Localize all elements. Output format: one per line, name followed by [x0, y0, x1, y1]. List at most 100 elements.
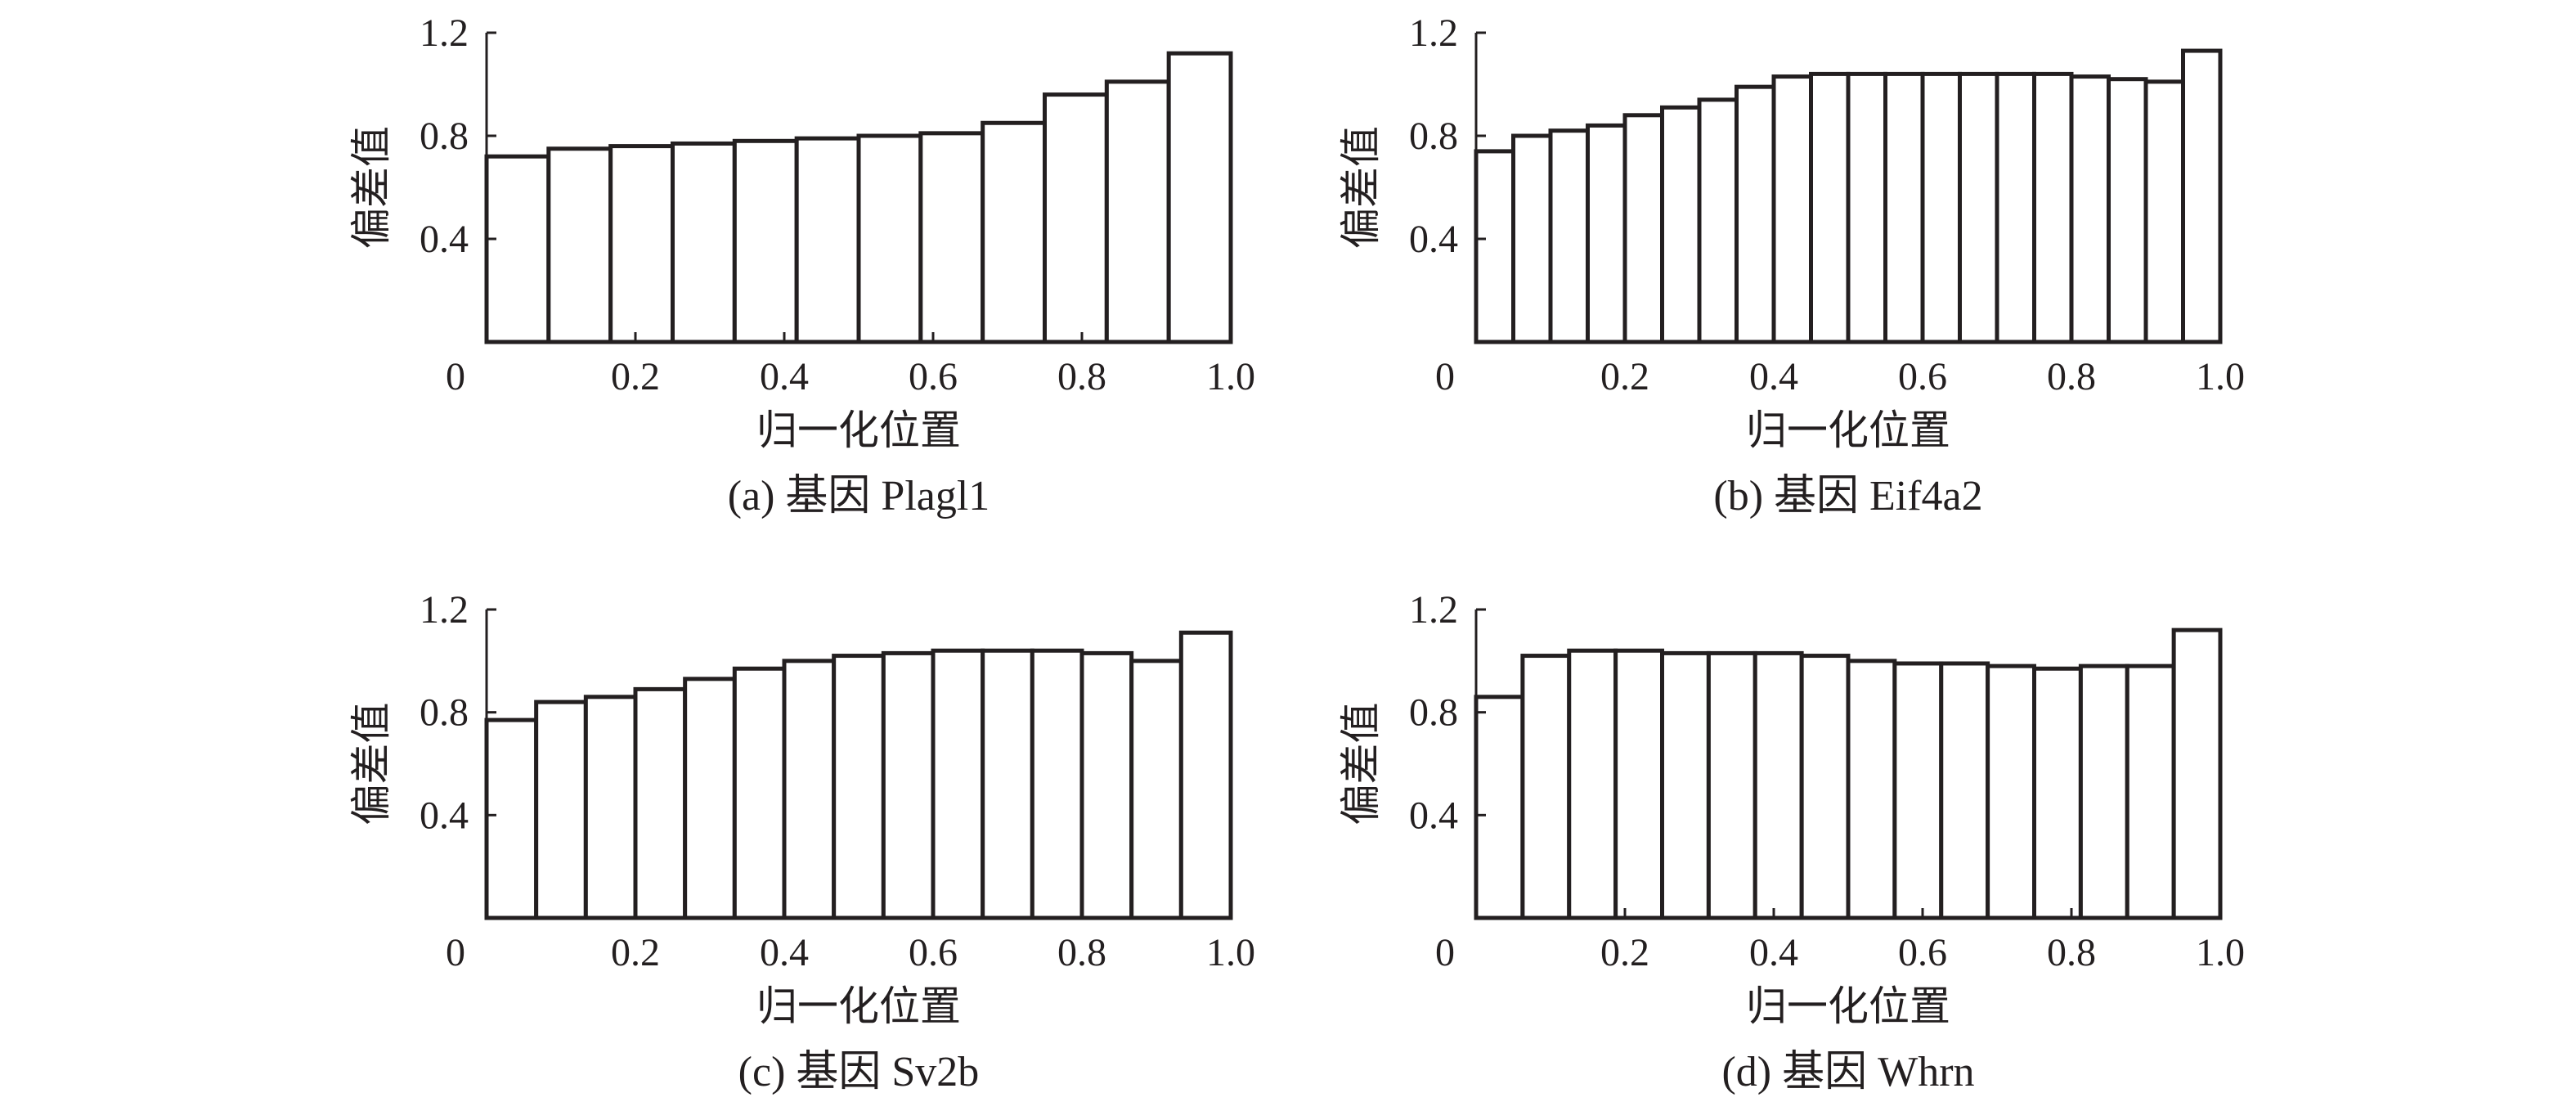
bar: [1939, 661, 1990, 920]
x-tick-label: 0: [1435, 931, 1455, 974]
x-tick-label: 0: [446, 355, 465, 398]
bar: [1660, 105, 1702, 344]
y-tick-label: 0.8: [420, 115, 469, 158]
bar: [2032, 666, 2083, 920]
bar: [1474, 695, 1525, 920]
bar: [1622, 113, 1664, 344]
bar: [931, 648, 985, 920]
bar: [1548, 128, 1590, 344]
bar: [1043, 92, 1109, 344]
bar: [732, 666, 787, 920]
bar: [918, 131, 985, 344]
x-tick-label: 1.0: [1206, 355, 1255, 398]
x-tick-label: 1.0: [2196, 931, 2245, 974]
bar: [1511, 133, 1553, 344]
bar: [608, 144, 675, 344]
x-tick-label: 0.4: [1749, 931, 1798, 974]
bar: [1986, 663, 2037, 920]
x-axis-title: 归一化位置: [756, 407, 961, 453]
bar: [1474, 149, 1515, 344]
y-tick-label: 0.8: [1409, 691, 1458, 735]
bar: [2125, 663, 2176, 920]
bar: [981, 648, 1034, 920]
y-tick-label: 0.4: [1409, 794, 1458, 837]
bar: [794, 136, 861, 344]
y-tick-label: 0.4: [420, 218, 469, 261]
bar: [1104, 79, 1171, 344]
y-tick-label: 0.8: [1409, 115, 1458, 158]
bar: [484, 717, 539, 920]
bar: [2171, 627, 2223, 920]
x-tick-label: 0.6: [1898, 931, 1947, 974]
x-tick-label: 0.4: [1749, 355, 1798, 398]
x-tick-label: 0: [1435, 355, 1455, 398]
x-tick-label: 1.0: [1206, 931, 1255, 974]
x-tick-label: 0.6: [909, 355, 958, 398]
y-tick-label: 0.8: [420, 691, 469, 735]
bar: [1178, 630, 1233, 920]
bar: [2143, 79, 2185, 344]
panel-caption: (c) 基因 Sv2b: [738, 1049, 980, 1095]
bar: [1129, 659, 1183, 920]
bar: [1079, 650, 1134, 920]
bar: [1958, 71, 1999, 344]
panel-caption: (b) 基因 Eif4a2: [1713, 473, 1982, 520]
bar: [1166, 51, 1233, 344]
x-tick-label: 0.8: [1057, 355, 1106, 398]
bar: [534, 699, 588, 920]
bar: [1735, 84, 1776, 344]
panel-caption: (a) 基因 Plagl1: [728, 473, 990, 520]
bar: [1799, 654, 1851, 920]
panel-caption: (d) 基因 Whrn: [1721, 1049, 1974, 1095]
x-axis-title: 归一化位置: [1746, 983, 1950, 1029]
bar: [1520, 654, 1572, 920]
bar: [2069, 74, 2111, 344]
bar: [583, 695, 638, 920]
bar: [484, 154, 551, 344]
x-tick-label: 0.6: [909, 931, 958, 974]
x-tick-label: 0.2: [1600, 355, 1649, 398]
y-tick-label: 0.4: [420, 794, 469, 837]
bar: [1846, 659, 1897, 920]
bar: [1883, 71, 1925, 344]
bar: [732, 138, 799, 344]
x-tick-label: 0.4: [760, 355, 809, 398]
bar: [2181, 48, 2223, 344]
bar: [1771, 74, 1813, 344]
x-tick-label: 0.8: [1057, 931, 1106, 974]
x-tick-label: 0.8: [2047, 355, 2096, 398]
x-tick-label: 0: [446, 931, 465, 974]
bar: [633, 686, 688, 920]
y-tick-label: 1.2: [1409, 588, 1458, 632]
bar: [1030, 648, 1084, 920]
y-tick-label: 0.4: [1409, 218, 1458, 261]
bar: [683, 677, 737, 920]
bar: [1567, 648, 1618, 920]
bar: [1697, 97, 1739, 344]
x-tick-label: 1.0: [2196, 355, 2245, 398]
x-tick-label: 0.8: [2047, 931, 2096, 974]
x-tick-label: 0.2: [611, 355, 660, 398]
bar: [782, 659, 837, 920]
bar: [981, 120, 1048, 344]
bar: [1706, 650, 1757, 920]
bar: [2078, 663, 2129, 920]
bar: [1752, 650, 1804, 920]
y-axis-title: 偏差值: [1338, 126, 1384, 249]
x-tick-label: 0.4: [760, 931, 809, 974]
bar: [546, 146, 613, 344]
y-tick-label: 1.2: [1409, 11, 1458, 55]
bar: [1660, 650, 1711, 920]
y-axis-title: 偏差值: [348, 126, 394, 249]
y-axis-title: 偏差值: [1338, 703, 1384, 825]
bar: [1995, 71, 2036, 344]
bar: [1809, 71, 1851, 344]
bar: [1586, 123, 1627, 344]
bar: [856, 133, 923, 344]
x-tick-label: 0.2: [1600, 931, 1649, 974]
x-tick-label: 0.2: [611, 931, 660, 974]
bar: [832, 654, 886, 920]
y-tick-label: 1.2: [420, 11, 469, 55]
bar: [2107, 77, 2148, 344]
